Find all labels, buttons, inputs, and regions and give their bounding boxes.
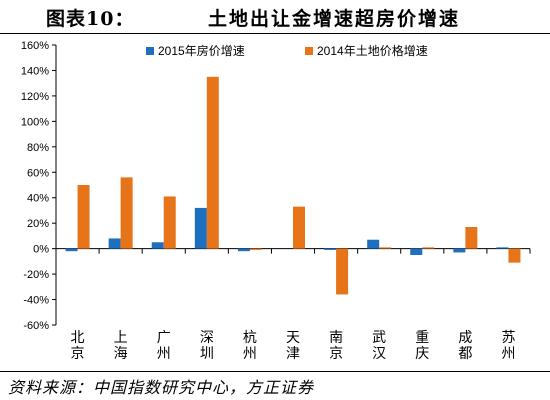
y-tick-label: -60% <box>23 320 49 332</box>
x-tick-label: 苏州 <box>501 329 515 361</box>
bar-2015 <box>237 248 250 252</box>
y-tick-label: -20% <box>23 269 49 281</box>
x-tick-label: 武汉 <box>372 329 386 361</box>
bar-2014 <box>336 248 349 295</box>
x-tick-label: 重庆 <box>415 329 429 361</box>
y-tick-label: -40% <box>23 295 49 307</box>
footer-divider <box>0 371 550 372</box>
y-tick-label: 140% <box>21 65 49 77</box>
bar-chart: -60% -40% -20% 0% 20% 40% 60% 80% 100% 120% 140% 16… <box>21 40 531 361</box>
bar-2015 <box>108 238 121 249</box>
bar-2015 <box>65 248 78 252</box>
legend-swatch-2015 <box>146 47 154 55</box>
x-tick-label: 上海 <box>114 329 128 361</box>
x-tick-label: 杭州 <box>243 329 257 361</box>
chart-title: 土地出让金增速超房价增速 <box>208 8 461 30</box>
x-tick-label: 天津 <box>286 329 300 361</box>
bar-2015 <box>453 248 466 253</box>
bar-2014 <box>465 227 478 249</box>
bar-2015 <box>410 248 423 255</box>
bar-2014 <box>379 247 392 249</box>
figure-label: 图表10： <box>46 8 135 30</box>
source-note: 资料来源：中国指数研究中心，方正证券 <box>8 378 315 397</box>
y-tick-label: 120% <box>21 91 49 103</box>
bar-2015 <box>496 247 509 249</box>
bar-2014 <box>508 248 521 263</box>
bar-2015 <box>367 239 380 249</box>
x-tick-label: 南京 <box>329 329 343 361</box>
bar-2014 <box>293 206 305 249</box>
y-tick-label: 0% <box>33 244 49 256</box>
bar-2014 <box>422 247 435 249</box>
bar-2015 <box>151 242 164 249</box>
x-tick-label: 成都 <box>458 329 472 361</box>
title-bar: 图表10： 土地出让金增速超房价增速 <box>0 0 550 34</box>
bar-2014 <box>206 76 219 249</box>
legend-label-2014: 2014年土地价格增速 <box>317 43 428 58</box>
bar-2014 <box>77 185 90 249</box>
legend-swatch-2014 <box>305 47 313 55</box>
x-tick-label: 广州 <box>157 329 171 361</box>
y-tick-label: 160% <box>21 40 49 52</box>
bar-2015 <box>324 248 337 250</box>
legend-label-2015: 2015年房价增速 <box>158 43 245 58</box>
y-tick-label: 100% <box>21 116 49 128</box>
x-tick-label: 深圳 <box>200 329 214 361</box>
y-tick-label: 60% <box>27 167 49 179</box>
y-tick-label: 40% <box>27 193 49 205</box>
bar-2014 <box>120 177 133 249</box>
y-tick-label: 80% <box>27 142 49 154</box>
bar-2014 <box>163 196 176 249</box>
x-tick-label: 北京 <box>71 329 85 361</box>
bar-2014 <box>249 248 262 250</box>
y-tick-label: 20% <box>27 218 49 230</box>
bar-2015 <box>194 207 207 249</box>
title-divider <box>0 33 550 34</box>
